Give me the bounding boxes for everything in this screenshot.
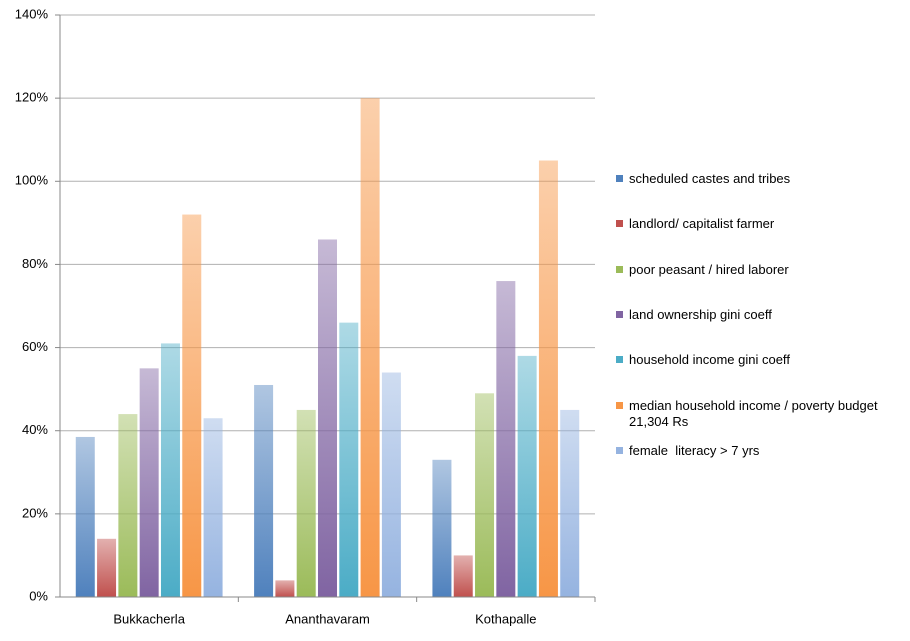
legend-swatch [616,310,623,318]
bar [160,343,180,597]
legend-label: scheduled castes and tribes [629,171,791,186]
bar [453,555,473,597]
bar [339,322,359,597]
y-tick-label: 80% [22,256,48,271]
bar [97,538,117,597]
legend-swatch [616,175,623,182]
bar [182,214,202,598]
legend-item: land ownership gini coeff [616,307,906,323]
bar [296,409,316,597]
bar [318,239,337,597]
bar [118,414,138,597]
y-tick-label: 100% [15,173,49,188]
legend-item: household income gini coeff [616,352,906,368]
bar [432,459,452,597]
x-tick-label: Kothapalle [475,611,536,626]
legend-label: poor peasant / hired laborer [629,261,789,277]
legend-swatch [616,446,623,454]
legend-label: land ownership gini coeff [629,306,772,322]
bar [203,418,223,597]
legend-item: female literacy > 7 yrs [616,443,906,459]
bar [475,393,495,597]
bar [275,580,295,597]
bar [75,436,95,597]
legend-label: female literacy > 7 yrs [629,442,760,458]
bar [496,281,516,597]
legend-swatch [616,401,623,409]
y-tick-label: 140% [15,6,49,21]
bar [139,368,159,597]
legend-swatch [616,356,623,364]
y-tick-label: 120% [15,90,49,105]
legend-swatch [616,265,623,273]
legend-item: scheduled castes and tribes [616,171,906,187]
legend-item: landlord/ capitalist farmer [616,216,906,232]
bar [360,98,380,598]
bar [381,372,401,597]
y-tick-label: 40% [22,422,48,437]
y-tick-label: 20% [22,505,48,520]
legend-item: poor peasant / hired laborer [616,262,906,278]
legend-item: median household income / poverty budget… [616,398,906,430]
bar [517,355,537,597]
bar [560,409,580,597]
legend-label: household income gini coeff [629,352,790,368]
x-tick-label: Bukkacherla [113,611,185,626]
bar [254,384,274,597]
legend-label: landlord/ capitalist farmer [629,216,775,232]
bar [538,160,558,597]
y-tick-label: 60% [22,339,48,354]
legend-swatch [616,220,623,228]
y-tick-label: 0% [29,588,48,603]
x-tick-label: Ananthavaram [285,611,370,626]
legend-label: median household income / poverty budget… [629,397,882,429]
